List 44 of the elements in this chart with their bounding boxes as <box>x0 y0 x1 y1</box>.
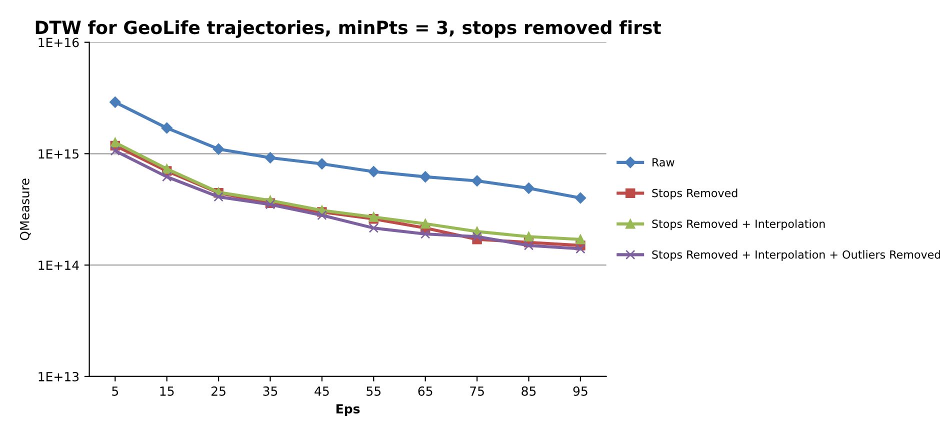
point <box>110 96 121 108</box>
x-tick-label: 95 <box>573 386 588 396</box>
y-tick-label: 1E+16 <box>38 38 79 48</box>
point <box>472 232 482 242</box>
point <box>368 166 380 178</box>
y-tick-label: 1E+14 <box>38 260 79 270</box>
point <box>110 138 120 148</box>
x-tick-label: 55 <box>366 386 381 396</box>
point <box>576 244 586 254</box>
point <box>420 229 430 239</box>
x-tick-label: 75 <box>470 386 484 396</box>
point <box>524 232 534 242</box>
point <box>420 171 431 182</box>
y-tick-label: 1E+15 <box>38 149 78 159</box>
legend-label: Stops Removed + Interpolation + Outliers Removed <box>652 250 940 261</box>
x-tick-label: 5 <box>112 386 118 396</box>
point <box>576 234 586 244</box>
chart-title: DTW for GeoLife trajectories, minPts = 3, stops removed first <box>36 20 661 38</box>
y-tick-label: 1E+13 <box>38 372 79 382</box>
legend-label: Stops Removed <box>652 188 738 200</box>
point <box>110 146 120 156</box>
point <box>316 158 328 170</box>
point <box>368 223 379 233</box>
x-tick-label: 85 <box>522 386 536 396</box>
x-axis-title: Eps <box>336 404 360 416</box>
legend-label: Stops Removed + Interpolation <box>652 219 825 230</box>
point <box>523 182 534 194</box>
x-tick-label: 65 <box>418 386 432 396</box>
x-tick-label: 45 <box>314 386 329 396</box>
point <box>212 143 224 155</box>
point <box>264 152 276 164</box>
y-axis-title: QMeasure <box>20 178 31 240</box>
point <box>420 218 430 229</box>
point <box>471 175 483 186</box>
point <box>574 192 586 204</box>
point <box>162 172 172 182</box>
x-tick-label: 25 <box>212 386 226 396</box>
legend-label: Raw <box>652 158 674 166</box>
point <box>214 192 224 202</box>
point <box>524 240 534 250</box>
x-tick-label: 35 <box>263 386 278 396</box>
x-tick-label: 15 <box>160 386 174 396</box>
point <box>317 210 327 220</box>
point <box>161 122 172 134</box>
